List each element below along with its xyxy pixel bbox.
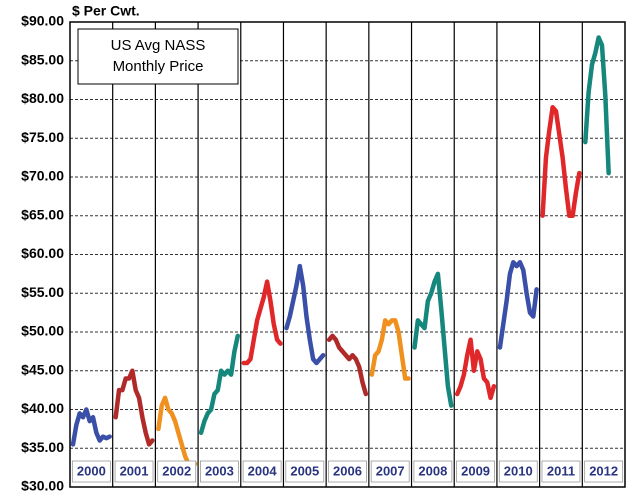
x-tick-label: 2006 <box>333 463 362 478</box>
price-line <box>198 333 241 435</box>
x-tick-label: 2003 <box>205 463 234 478</box>
year-box <box>498 460 538 483</box>
price-line <box>412 271 454 408</box>
y-tick-label: $85.00 <box>21 51 64 67</box>
x-tick-label: 2009 <box>461 463 490 478</box>
year-box <box>285 460 325 483</box>
price-line <box>241 279 283 366</box>
price-line <box>454 337 497 401</box>
x-tick-label: 2005 <box>290 463 319 478</box>
year-box <box>242 460 282 483</box>
legend-text: Monthly Price <box>113 58 204 75</box>
y-tick-label: $70.00 <box>21 168 64 184</box>
y-tick-label: $90.00 <box>21 13 64 29</box>
year-box <box>71 460 111 483</box>
year-box <box>114 460 154 483</box>
x-tick-label: 2007 <box>376 463 405 478</box>
year-box <box>584 460 624 483</box>
price-line <box>326 333 369 397</box>
y-tick-label: $40.00 <box>21 400 64 416</box>
price-line <box>284 263 326 366</box>
year-box <box>200 460 239 483</box>
price-line <box>113 368 155 447</box>
x-tick-label: 2012 <box>589 463 618 478</box>
x-tick-label: 2010 <box>504 463 533 478</box>
y-tick-label: $55.00 <box>21 284 64 300</box>
y-tick-label: $60.00 <box>21 245 64 261</box>
y-tick-label: $50.00 <box>21 323 64 339</box>
y-tick-label: $30.00 <box>21 478 64 491</box>
y-tick-label: $35.00 <box>21 439 64 455</box>
y-tick-label: $65.00 <box>21 206 64 222</box>
year-box <box>413 460 453 483</box>
price-line <box>70 407 112 447</box>
price-line <box>156 395 198 470</box>
year-box <box>157 460 197 483</box>
axis-label: $ Per Cwt. <box>72 3 140 19</box>
legend-box <box>77 28 239 85</box>
plot-border <box>69 21 626 488</box>
year-box <box>456 460 495 483</box>
y-tick-label: $80.00 <box>21 90 64 106</box>
x-tick-label: 2008 <box>418 463 447 478</box>
x-tick-label: 2004 <box>248 463 278 478</box>
price-line <box>369 318 411 381</box>
year-box <box>541 460 581 483</box>
legend-text: US Avg NASS <box>111 37 206 54</box>
x-tick-label: 2001 <box>120 463 149 478</box>
y-tick-label: $45.00 <box>21 361 64 377</box>
x-tick-label: 2011 <box>547 463 575 478</box>
price-line <box>497 260 539 350</box>
year-box <box>328 460 367 483</box>
price-line <box>583 35 611 176</box>
x-tick-label: 2002 <box>162 463 191 478</box>
year-box <box>370 460 410 483</box>
y-tick-label: $75.00 <box>21 129 64 145</box>
x-tick-label: 2000 <box>77 463 106 478</box>
price-line <box>540 105 582 218</box>
